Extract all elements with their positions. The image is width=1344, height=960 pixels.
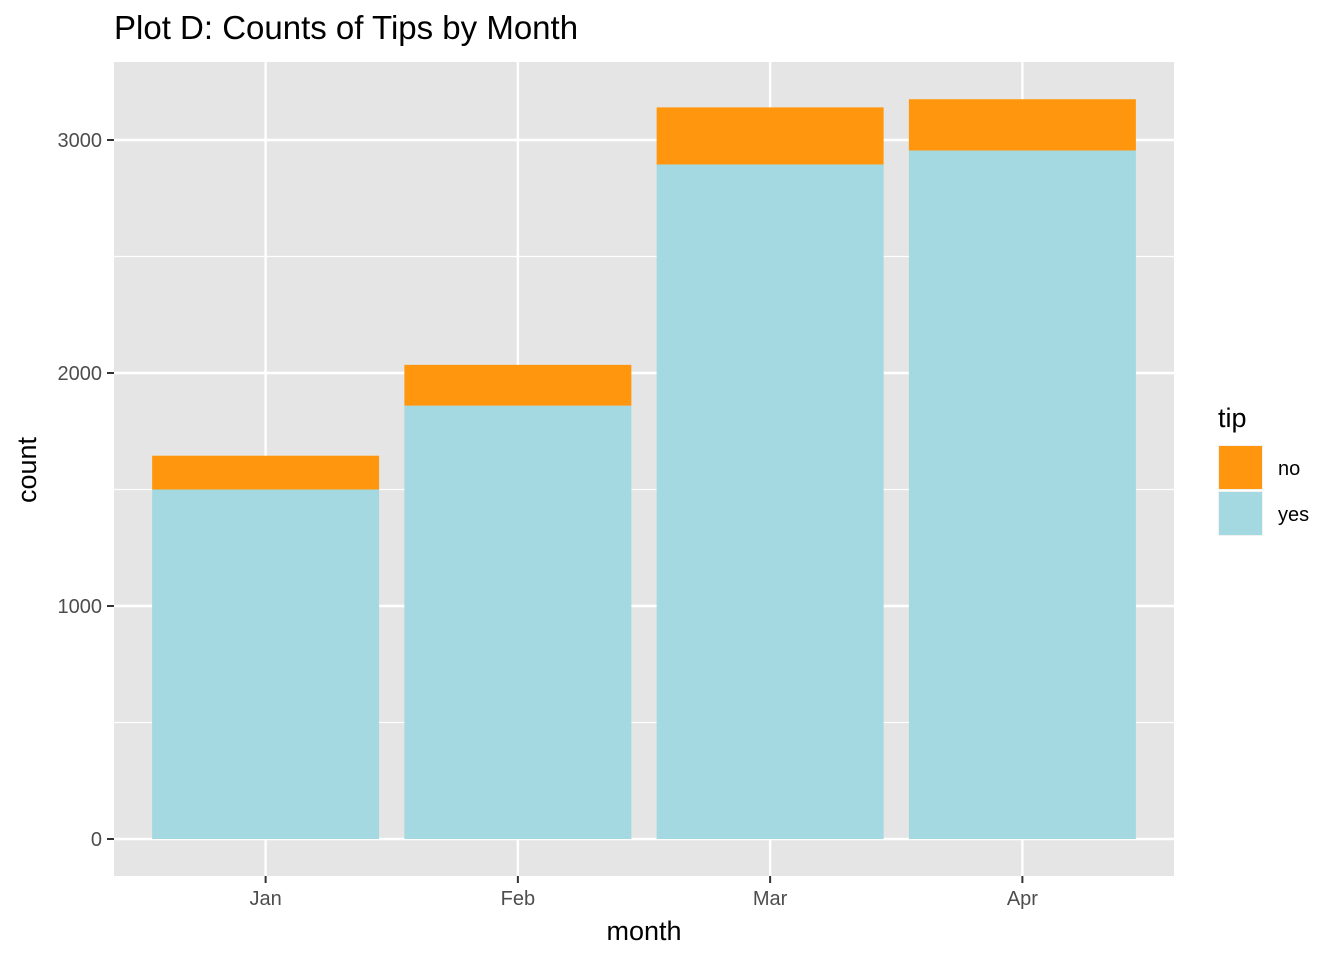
- bar-feb-yes: [404, 405, 632, 839]
- x-tick-label: Apr: [1007, 888, 1038, 910]
- legend-key-yes: [1219, 492, 1262, 535]
- bar-jan-yes: [152, 489, 380, 839]
- bar-mar-no: [656, 107, 884, 165]
- legend: tip no yes: [1218, 403, 1309, 536]
- x-tick-label: Jan: [250, 888, 282, 910]
- x-axis: Jan Feb Mar Apr: [250, 876, 1038, 910]
- bar-apr-no: [908, 99, 1136, 151]
- x-axis-title: month: [606, 916, 681, 946]
- legend-label-yes: yes: [1278, 504, 1309, 526]
- bar-feb-no: [404, 364, 632, 406]
- legend-label-no: no: [1278, 458, 1300, 480]
- bars: [152, 99, 1136, 840]
- y-tick-label: 1000: [58, 596, 103, 618]
- x-tick-label: Feb: [501, 888, 535, 910]
- bar-apr-yes: [908, 150, 1136, 840]
- bar-jan-no: [152, 455, 380, 490]
- y-axis-title: count: [12, 436, 42, 503]
- y-tick-label: 3000: [58, 130, 103, 152]
- legend-title: tip: [1218, 403, 1247, 433]
- y-tick-label: 0: [91, 829, 102, 851]
- y-tick-label: 2000: [58, 363, 103, 385]
- legend-key-no: [1219, 446, 1262, 489]
- x-tick-label: Mar: [753, 888, 788, 910]
- y-axis: 0 1000 2000 3000: [58, 130, 114, 851]
- chart-title: Plot D: Counts of Tips by Month: [114, 9, 578, 46]
- bar-mar-yes: [656, 164, 884, 840]
